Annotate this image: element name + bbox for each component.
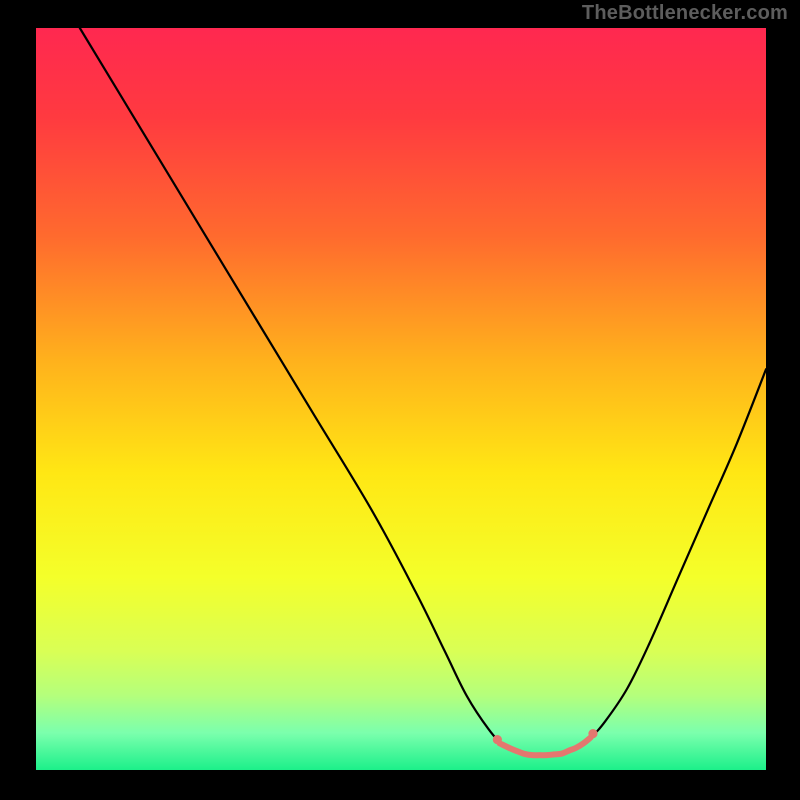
optimal-range-start-dot (493, 735, 502, 744)
optimal-range-end-dot (588, 729, 597, 738)
chart-plot-bg (36, 28, 766, 770)
bottleneck-curve-chart (0, 0, 800, 800)
chart-frame: TheBottlenecker.com (0, 0, 800, 800)
attribution-text: TheBottlenecker.com (582, 2, 788, 25)
